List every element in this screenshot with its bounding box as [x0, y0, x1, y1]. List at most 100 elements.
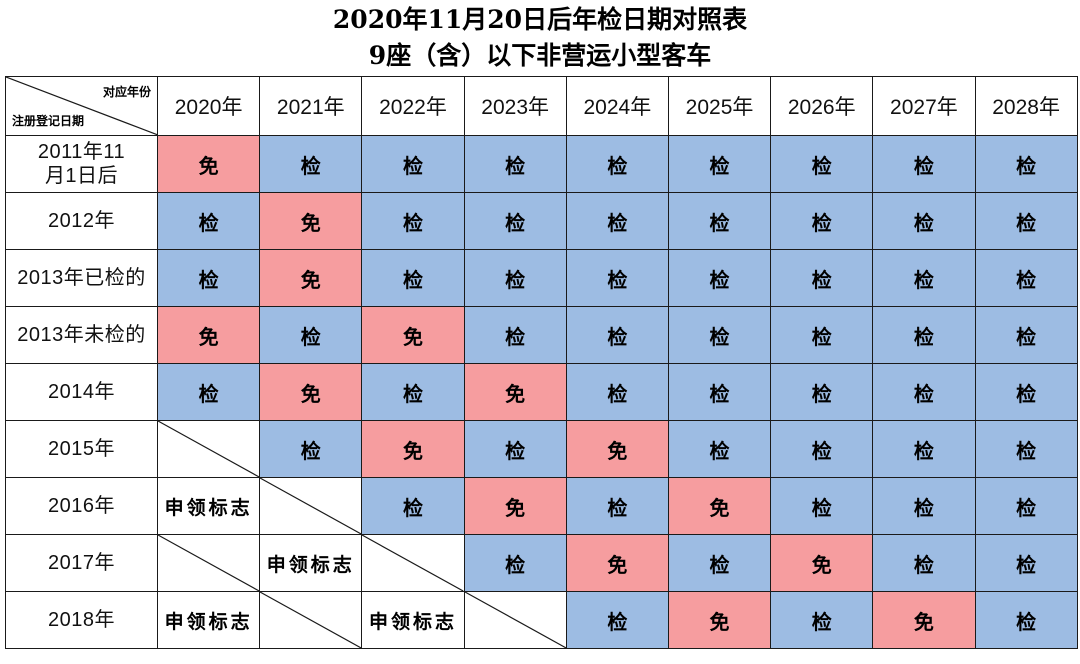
inspect-label: 检: [913, 267, 934, 292]
exempt-cell: 免: [156, 135, 261, 193]
inspect-label: 检: [300, 153, 321, 178]
inspect-cell: 检: [667, 249, 772, 307]
inspect-cell: 检: [156, 249, 261, 307]
inspect-label: 检: [709, 153, 730, 178]
year-header: 2026年: [770, 76, 874, 136]
inspect-label: 检: [402, 267, 423, 292]
inspect-label: 检: [1016, 153, 1037, 178]
empty-cell: [463, 591, 567, 649]
exempt-cell: 免: [770, 534, 874, 592]
exempt-cell: 免: [361, 420, 465, 478]
inspect-label: 检: [607, 324, 628, 349]
inspect-label: 检: [913, 552, 934, 577]
inspect-label: 检: [607, 153, 628, 178]
inspect-label: 检: [607, 267, 628, 292]
inspect-label: 检: [505, 552, 526, 577]
exempt-label: 免: [709, 609, 730, 634]
inspect-cell: 检: [872, 477, 976, 535]
inspect-cell: 检: [259, 306, 363, 364]
inspect-cell: 检: [463, 534, 567, 592]
exempt-cell: 免: [259, 249, 363, 307]
inspect-cell: 检: [463, 249, 567, 307]
empty-cell: [259, 591, 363, 649]
inspect-label: 检: [811, 153, 832, 178]
inspect-label: 检: [505, 438, 526, 463]
inspect-label: 检: [709, 324, 730, 349]
inspect-label: 检: [709, 438, 730, 463]
inspect-label: 检: [913, 324, 934, 349]
inspect-cell: 检: [770, 192, 874, 250]
page-title: 2020年11月20日后年检日期对照表: [332, 5, 748, 34]
inspect-label: 检: [1016, 438, 1037, 463]
empty-cell: [361, 534, 465, 592]
inspect-label: 检: [913, 153, 934, 178]
year-header: 2024年: [565, 76, 669, 136]
inspection-table: 对应年份 注册登记日期 2020年 2021年 2022年 2023年 2024年 202…: [5, 76, 1078, 649]
inspect-cell: 检: [565, 591, 669, 649]
inspect-label: 检: [505, 324, 526, 349]
inspect-label: 检: [1016, 552, 1037, 577]
inspect-cell: 检: [872, 135, 976, 193]
inspect-cell: 检: [156, 192, 261, 250]
inspect-label: 检: [811, 210, 832, 235]
exempt-cell: 免: [463, 363, 567, 421]
exempt-label: 免: [300, 267, 321, 292]
apply-sign-cell: 申领标志: [259, 534, 363, 592]
inspect-label: 检: [811, 381, 832, 406]
year-header: 2020年: [156, 76, 261, 136]
inspect-cell: 检: [361, 192, 465, 250]
apply-sign-label: 申领标志: [266, 553, 355, 576]
registration-date-label: 2012年: [5, 192, 158, 250]
empty-cell-diagonal: [260, 592, 361, 648]
exempt-label: 免: [402, 438, 423, 463]
empty-cell-diagonal: [260, 478, 361, 534]
inspect-cell: 检: [667, 306, 772, 364]
empty-cell-diagonal: [362, 535, 463, 591]
table-row: 2012年 检 免 检 检 检 检 检 检 检: [5, 192, 1078, 250]
inspect-label: 检: [402, 153, 423, 178]
inspect-cell: 检: [565, 306, 669, 364]
table-row: 2014年 检 免 检 免 检 检 检 检 检: [5, 363, 1078, 421]
inspect-cell: 检: [974, 591, 1078, 649]
exempt-label: 免: [198, 324, 219, 349]
inspect-label: 检: [913, 210, 934, 235]
inspect-label: 检: [607, 381, 628, 406]
inspect-cell: 检: [361, 363, 465, 421]
registration-date-label: 2013年已检的: [5, 249, 158, 307]
inspect-cell: 检: [463, 420, 567, 478]
inspect-cell: 检: [872, 534, 976, 592]
inspect-label: 检: [1016, 324, 1037, 349]
exempt-cell: 免: [361, 306, 465, 364]
exempt-label: 免: [607, 552, 628, 577]
table-row: 2011年11月1日后 免 检 检 检 检 检 检 检 检: [5, 135, 1078, 193]
exempt-label: 免: [607, 438, 628, 463]
exempt-cell: 免: [156, 306, 261, 364]
year-header: 2027年: [872, 76, 976, 136]
inspect-cell: 检: [974, 420, 1078, 478]
exempt-label: 免: [198, 153, 219, 178]
inspect-cell: 检: [259, 420, 363, 478]
registration-date-label: 2015年: [5, 420, 158, 478]
inspect-label: 检: [709, 381, 730, 406]
exempt-cell: 免: [259, 363, 363, 421]
inspect-cell: 检: [872, 192, 976, 250]
inspect-label: 检: [709, 210, 730, 235]
exempt-label: 免: [402, 324, 423, 349]
exempt-cell: 免: [565, 534, 669, 592]
exempt-cell: 免: [667, 477, 772, 535]
registration-date-label: 2014年: [5, 363, 158, 421]
inspect-label: 检: [1016, 267, 1037, 292]
registration-date-label: 2017年: [5, 534, 158, 592]
inspect-cell: 检: [770, 420, 874, 478]
exempt-label: 免: [505, 381, 526, 406]
inspect-cell: 检: [463, 306, 567, 364]
inspect-cell: 检: [872, 306, 976, 364]
inspect-cell: 检: [872, 420, 976, 478]
inspect-cell: 检: [770, 591, 874, 649]
corner-cell: 对应年份 注册登记日期: [5, 76, 158, 136]
inspect-label: 检: [505, 210, 526, 235]
apply-sign-cell: 申领标志: [361, 591, 465, 649]
year-header: 2022年: [361, 76, 465, 136]
exempt-label: 免: [505, 495, 526, 520]
inspect-label: 检: [1016, 210, 1037, 235]
